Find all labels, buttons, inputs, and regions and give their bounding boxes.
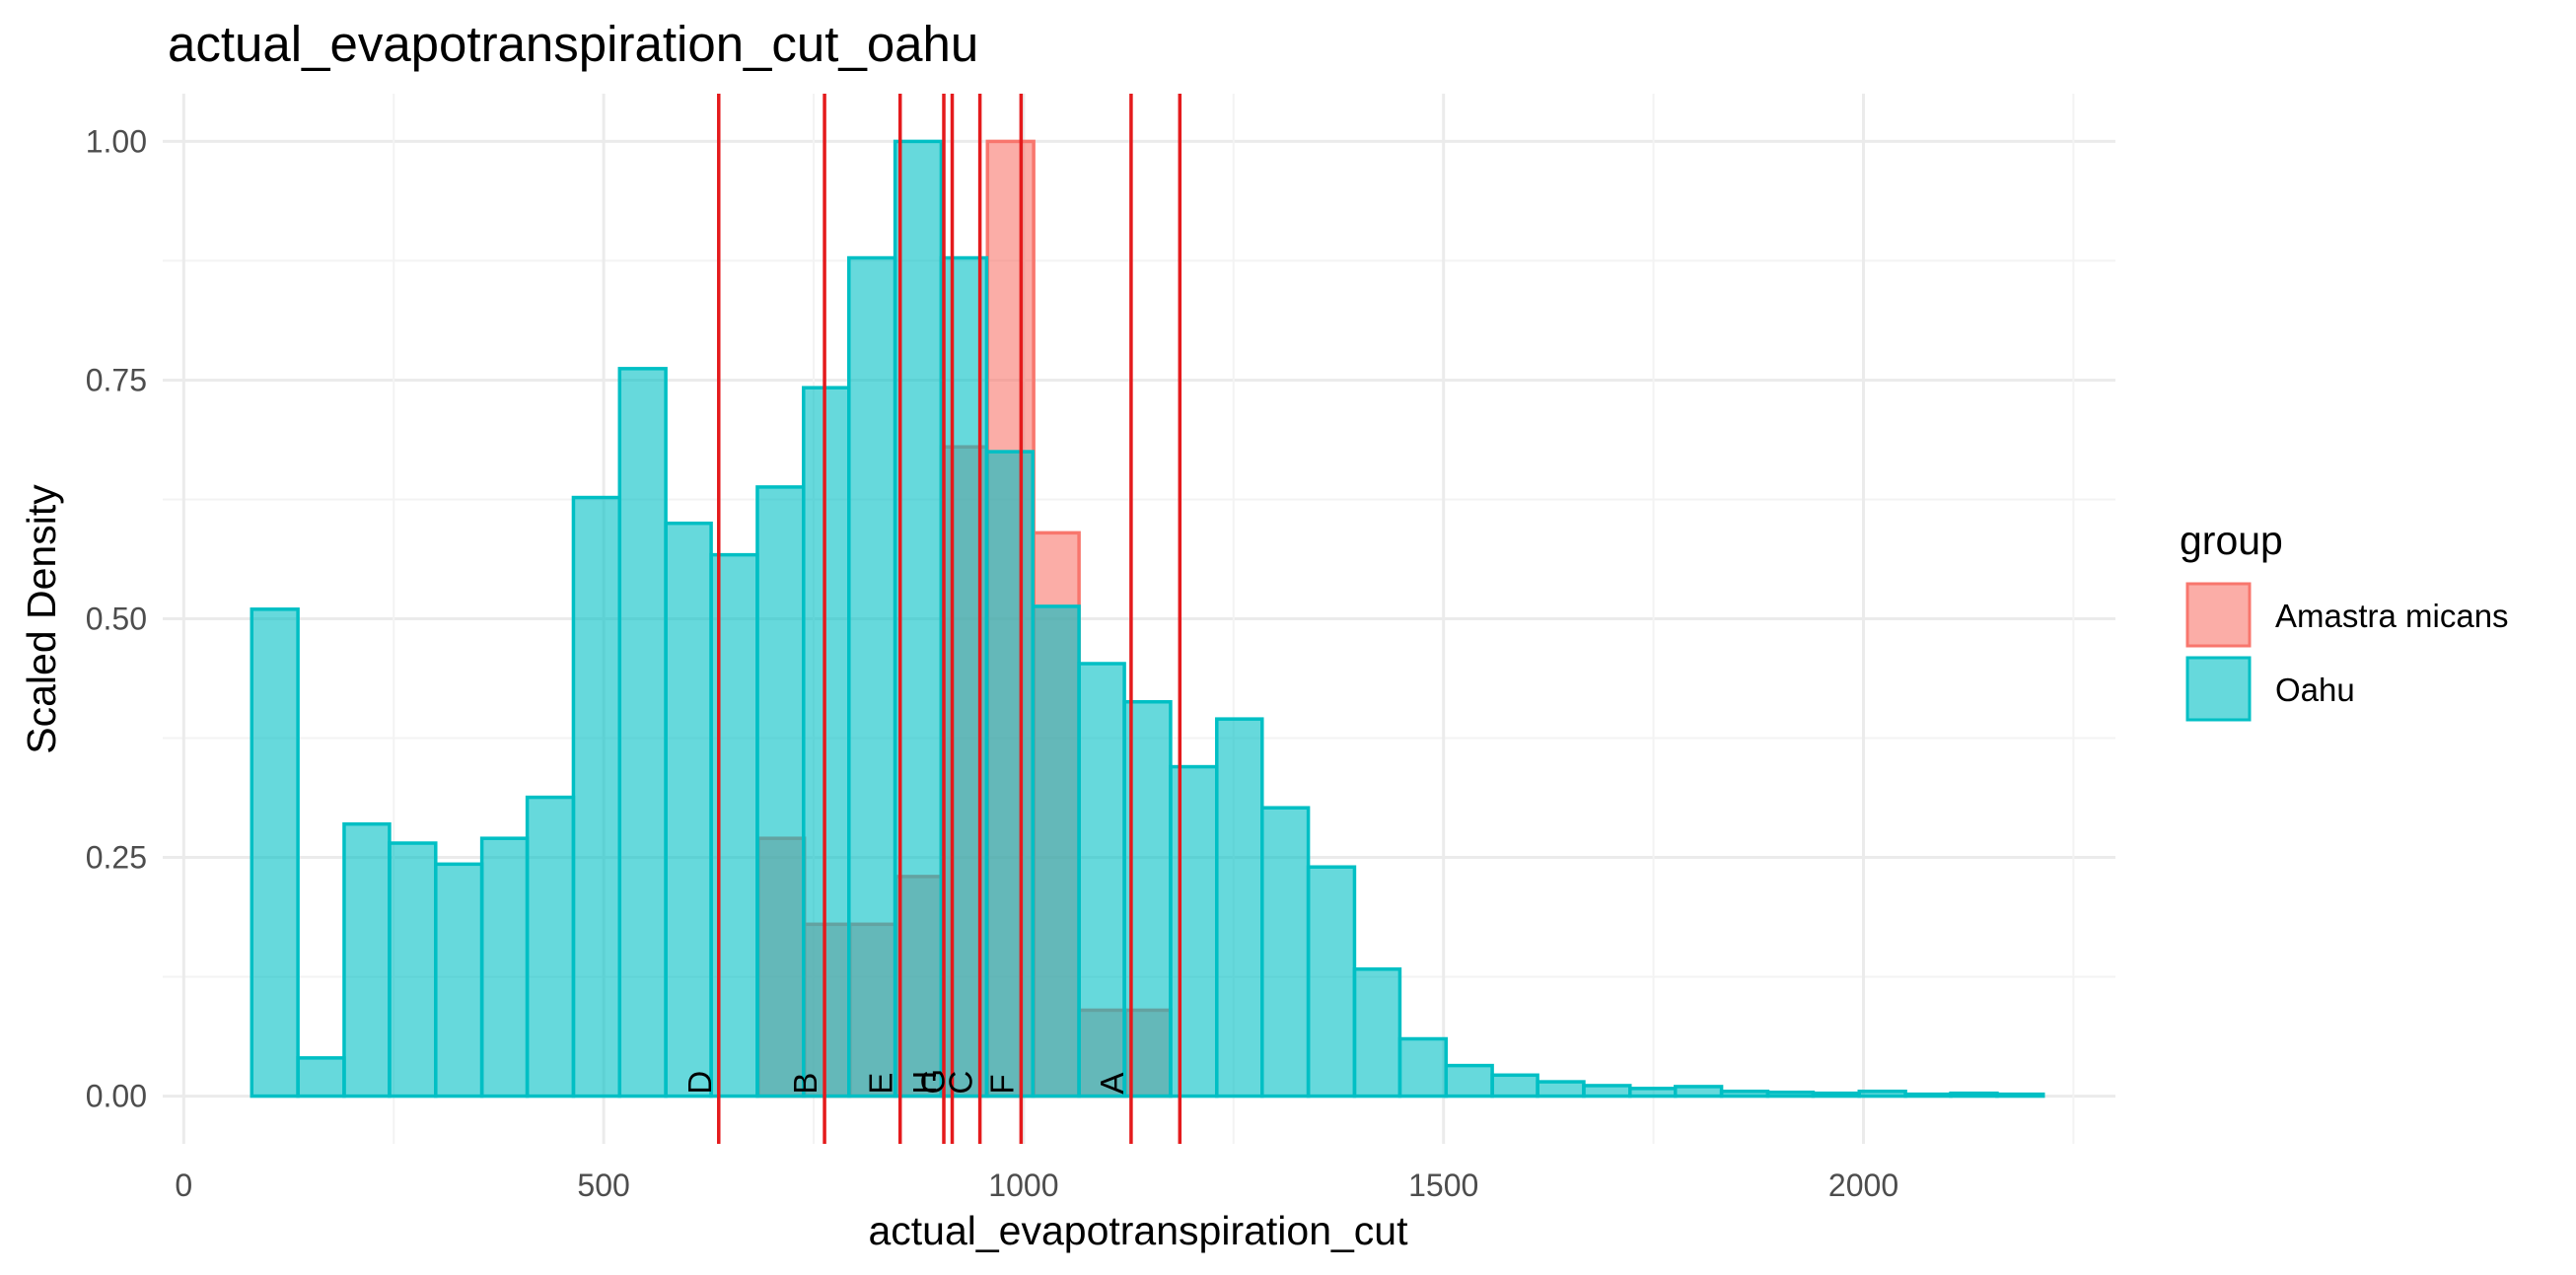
y-tick-label: 0.50 [86,602,147,637]
x-tick-label: 0 [175,1168,192,1203]
histogram-bar [1674,1085,1724,1098]
histogram-bar [1903,1092,1953,1098]
histogram-bar [1306,865,1357,1098]
histogram-bar [984,450,1036,1098]
histogram-bar [1811,1091,1862,1098]
legend-title: group [2180,518,2283,563]
reference-line-label: A [1094,1073,1130,1095]
histogram-bar [388,841,438,1098]
histogram-bar [1628,1087,1678,1098]
histogram-bar [296,1056,346,1098]
histogram-bar [1260,806,1311,1098]
x-axis-ticks: 0 500 1000 1500 2000 [175,1168,1898,1203]
x-axis-title: actual_evapotranspiration_cut [868,1208,1408,1253]
legend-key-oahu [2185,656,2252,722]
histogram-bar [1949,1091,1999,1098]
histogram-bar [571,495,622,1098]
histogram-bar [1582,1084,1632,1098]
y-tick-label: 0.00 [86,1079,147,1114]
histogram-bar [755,485,806,1098]
y-tick-label: 0.25 [86,840,147,876]
legend-key-amastra-micans [2185,582,2252,648]
histogram-bar [1215,717,1264,1098]
legend-label-amastra-micans: Amastra micans [2275,598,2509,634]
x-tick-label: 500 [577,1168,629,1203]
vertical-reference-lines: D B E HGC F A [681,94,1182,1144]
histogram-bar [250,607,300,1098]
histogram-bar [664,521,713,1098]
histogram-bar [1719,1090,1770,1098]
histogram-bar [1077,662,1126,1098]
x-tick-label: 1000 [988,1168,1058,1203]
histogram-bar [1397,1036,1449,1098]
reference-line-label: G [915,1069,952,1095]
y-axis-title: Scaled Density [19,484,64,754]
y-tick-label: 0.75 [86,362,147,397]
histogram-bar [434,862,484,1098]
x-tick-label: 1500 [1408,1168,1478,1203]
reference-line-label: C [943,1071,979,1095]
histogram-bar [1031,604,1081,1098]
chart-title: actual_evapotranspiration_cut_oahu [168,16,978,72]
y-tick-label: 1.00 [86,123,147,159]
legend: group Amastra micans Oahu [2180,518,2509,722]
histogram-bar [1490,1073,1539,1098]
histogram-bar [1169,764,1219,1098]
reference-line-label: B [787,1073,823,1095]
histogram-bar [617,367,668,1098]
histogram-bar [479,836,530,1098]
legend-label-oahu: Oahu [2275,672,2355,708]
histogram-bar [1536,1080,1586,1098]
histogram-bar [342,821,392,1098]
reference-line-label: D [681,1071,718,1095]
histogram-bar [847,255,897,1098]
histogram-bar [893,139,944,1098]
reference-line-label: H [906,1071,943,1095]
histogram-bar [1765,1090,1816,1098]
reference-line-label: F [983,1074,1020,1094]
histogram-bar [1995,1092,2045,1098]
y-axis-ticks: 0.00 0.25 0.50 0.75 1.00 [86,123,147,1113]
histogram-bar [1857,1090,1907,1098]
x-tick-label: 2000 [1828,1168,1898,1203]
reference-line-label: E [863,1073,899,1095]
histogram-bar [525,795,576,1098]
histogram-bar [1444,1063,1494,1098]
histogram-bar [1352,967,1402,1098]
